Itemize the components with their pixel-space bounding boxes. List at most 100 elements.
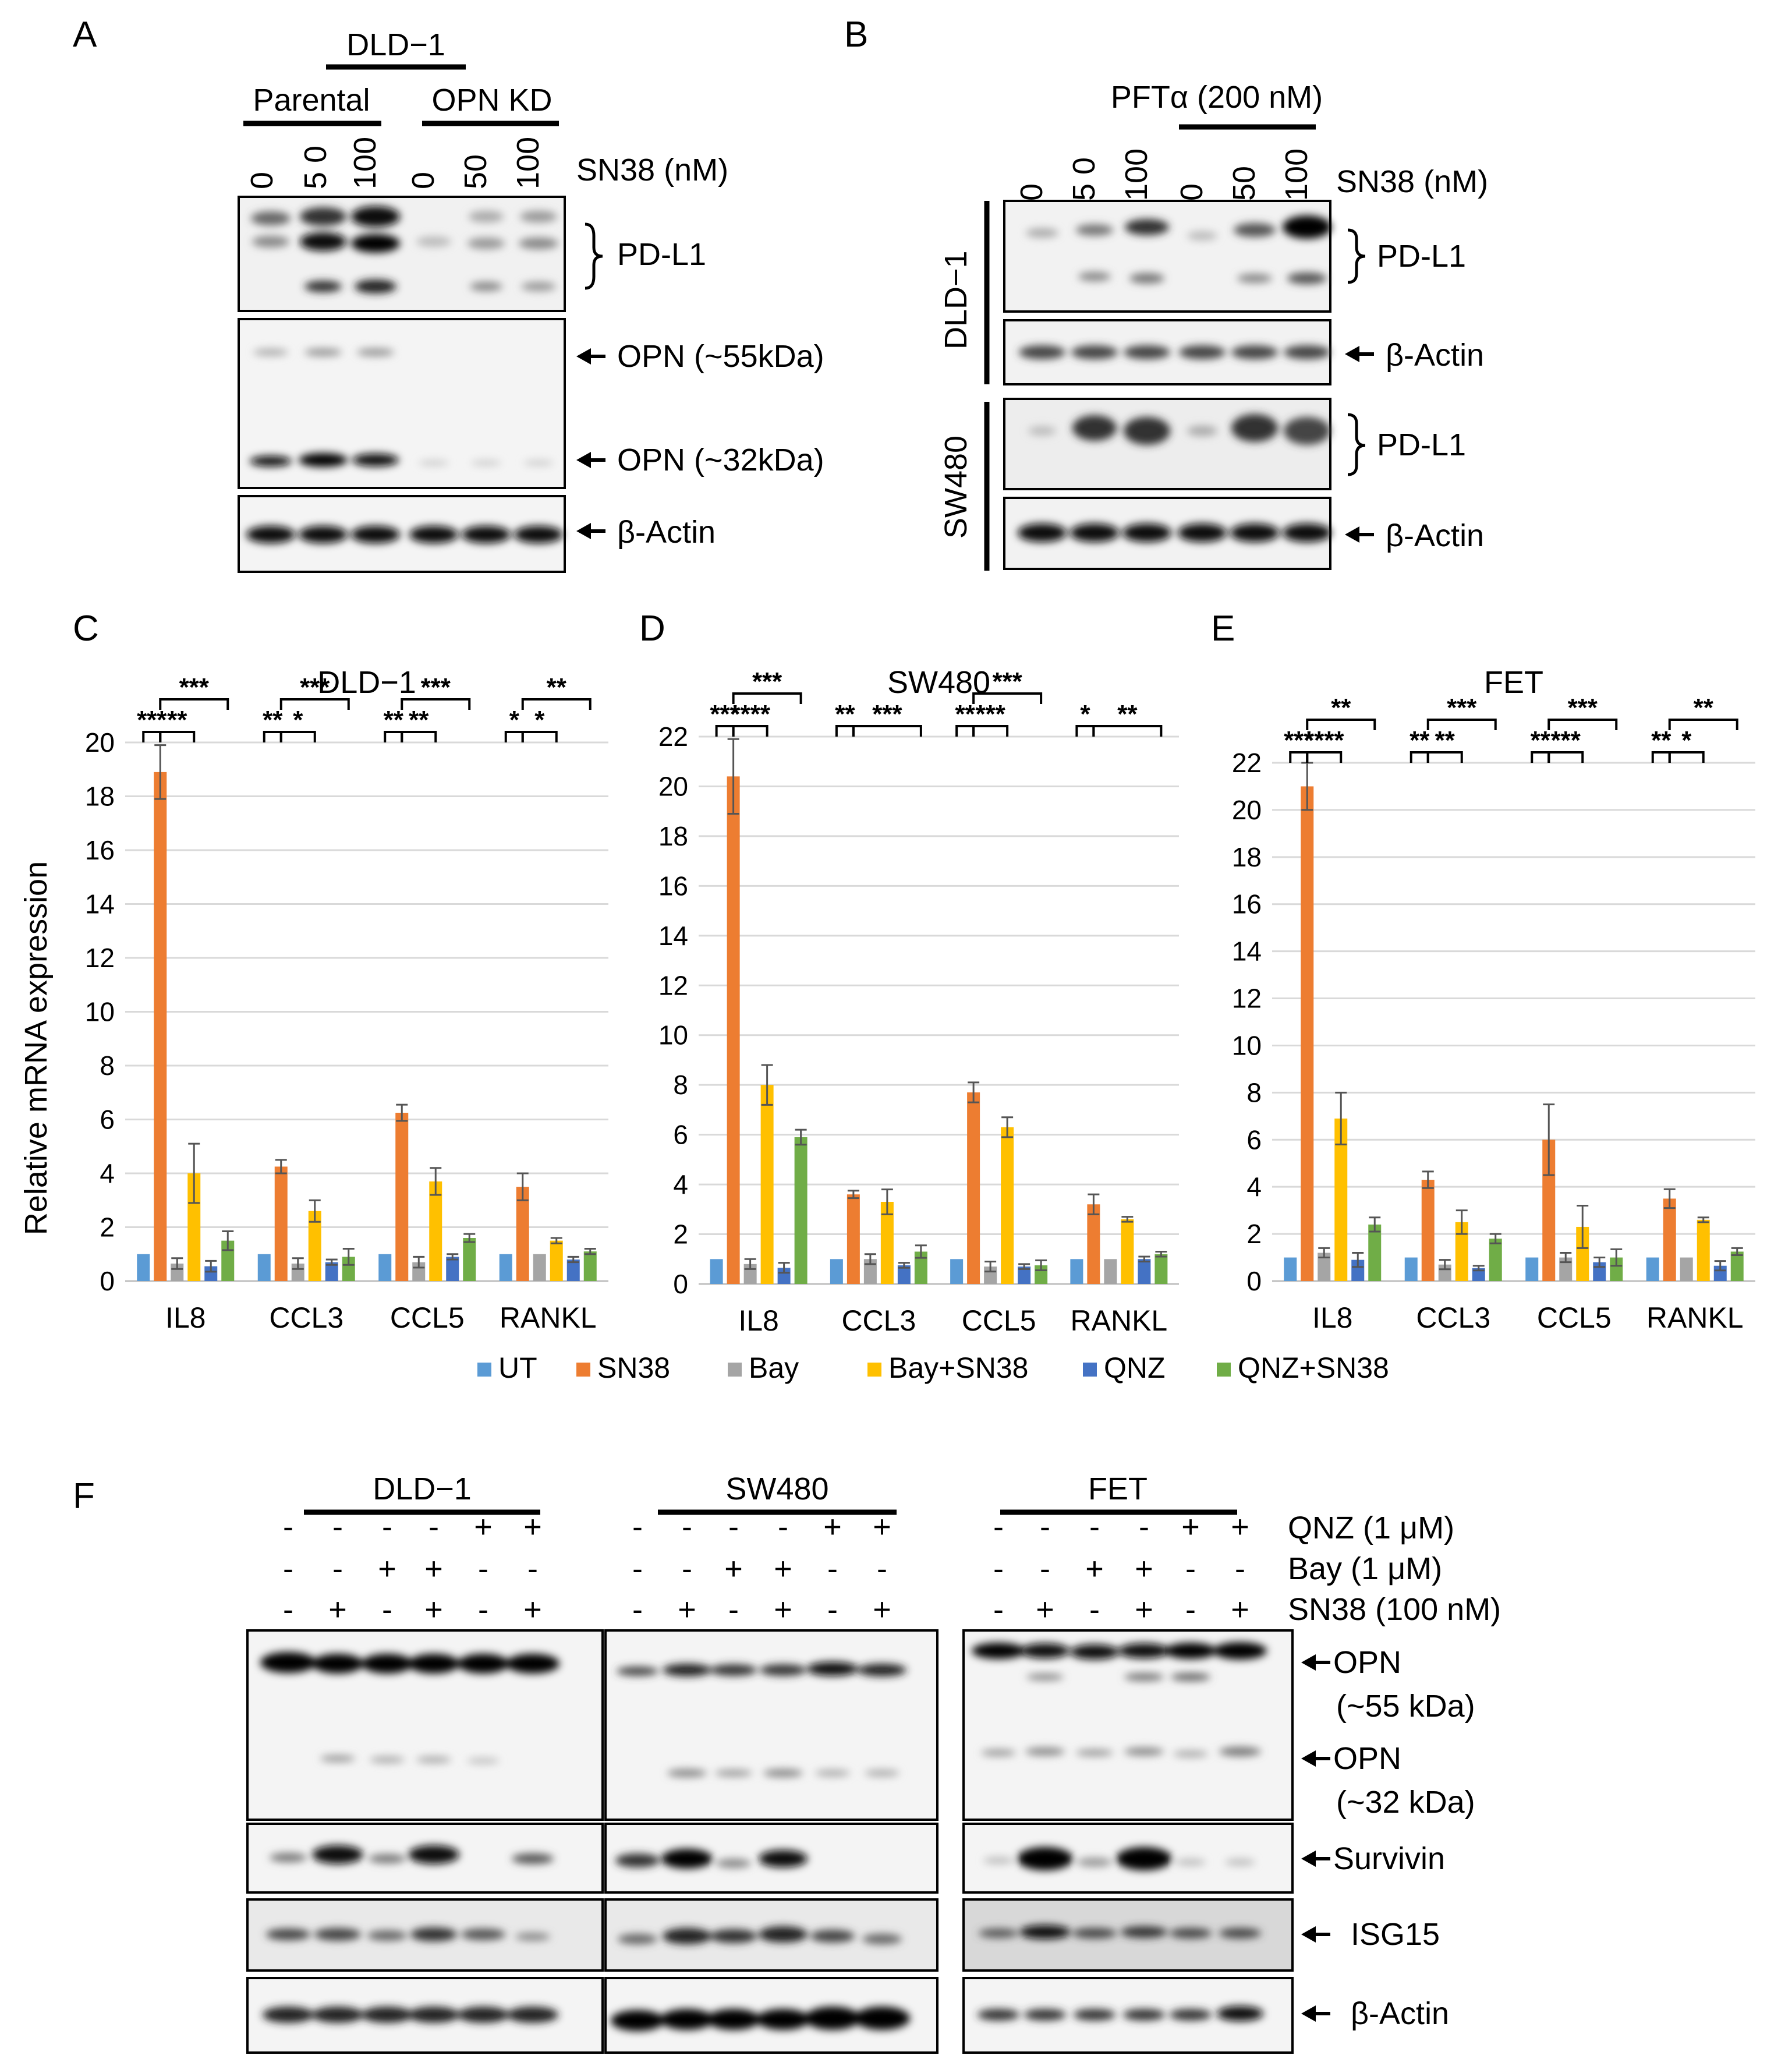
significance-stars: ** — [547, 673, 567, 702]
significance-bracket — [1547, 751, 1584, 763]
panel-a-lane-3: 100 — [348, 137, 383, 189]
panel-f-row-sn38: SN38 (100 nM) — [1288, 1592, 1501, 1627]
x-category-label: CCL3 — [1416, 1301, 1490, 1334]
bar-bay — [533, 1254, 546, 1281]
bar-bay — [171, 1263, 184, 1281]
chart-y-axis-label: Relative mRNA expression — [19, 861, 54, 1235]
significance-stars: ** — [835, 700, 855, 728]
treatment-sign: + — [424, 1592, 443, 1627]
treatment-sign: - — [382, 1592, 392, 1627]
panel-a-label-opn32: OPN (~32kDa) — [617, 443, 824, 477]
panel-b-blot-sw480-pdl1: PD-L1 — [1003, 398, 1466, 490]
significance-stars: ** — [1117, 700, 1138, 728]
treatment-sign: - — [478, 1592, 488, 1627]
y-tick-label: 16 — [85, 835, 115, 865]
panel-f-treatment-grid: - - - - + + - - - - + + - - - - + +- - + + - - - - + + - - - - + + - -- + - +… — [283, 1509, 1249, 1627]
treatment-sign: - — [993, 1551, 1004, 1586]
treatment-sign: - — [993, 1509, 1004, 1544]
panel-b-blot-sw480-actin: β-Actin — [1003, 497, 1484, 570]
significance-bracket — [521, 698, 592, 710]
legend-item: SN38 — [576, 1352, 670, 1384]
treatment-sign: + — [873, 1509, 891, 1544]
significance-stars: * — [1681, 726, 1692, 755]
bar-ut — [710, 1259, 723, 1284]
bar-qnz-sn38 — [1154, 1254, 1168, 1284]
significance-stars: *** — [1568, 694, 1598, 722]
panel-f-row-qnz: QNZ (1 μM) — [1288, 1510, 1454, 1545]
significance-bracket — [1668, 719, 1738, 730]
treatment-sign: - — [877, 1551, 887, 1586]
bar-sn38 — [516, 1187, 529, 1281]
significance-stars: **** — [730, 700, 770, 728]
treatment-sign: + — [1135, 1551, 1153, 1586]
treatment-sign: + — [1085, 1551, 1104, 1586]
treatment-sign: - — [993, 1592, 1004, 1627]
bar-bay-sn38 — [1576, 1226, 1589, 1281]
bar-qnz-sn38 — [914, 1251, 927, 1284]
bar-bay-sn38 — [1121, 1219, 1134, 1284]
panel-f-cell-dld1: DLD−1 — [373, 1471, 472, 1506]
panel-b-label-actin-2: β-Actin — [1386, 518, 1484, 553]
significance-bracket — [1306, 719, 1376, 730]
panel-a-lane-5: 50 — [458, 154, 493, 189]
panel-f-label-isg15: ISG15 — [1351, 1917, 1440, 1952]
treatment-sign: + — [1181, 1509, 1200, 1544]
legend-swatch — [576, 1363, 590, 1377]
panel-a-lane-2: 5 0 — [298, 146, 333, 189]
treatment-sign: - — [382, 1509, 392, 1544]
significance-bracket — [279, 698, 350, 710]
significance-stars: *** — [1551, 726, 1581, 755]
y-tick-label: 10 — [85, 997, 115, 1027]
significance-bracket — [1668, 751, 1705, 763]
panel-f-label-opn55: OPN — [1333, 1645, 1401, 1680]
treatment-sign: - — [1139, 1509, 1149, 1544]
significance-stars: ** — [1651, 726, 1671, 755]
panel-b-treatment-label: SN38 (nM) — [1336, 164, 1488, 199]
significance-stars: *** — [300, 673, 330, 702]
y-tick-label: 6 — [1246, 1124, 1262, 1155]
bar-qnz-sn38 — [1610, 1257, 1623, 1281]
panel-b-cell-dld1: DLD−1 — [939, 250, 973, 349]
legend-label: Bay — [749, 1352, 799, 1384]
treatment-sign: + — [774, 1592, 792, 1627]
treatment-sign: + — [724, 1551, 743, 1586]
y-tick-label: 8 — [100, 1050, 115, 1081]
y-tick-label: 14 — [1232, 936, 1262, 967]
y-tick-label: 22 — [658, 721, 688, 752]
y-tick-label: 12 — [1232, 984, 1262, 1014]
legend-item: QNZ+SN38 — [1217, 1352, 1389, 1384]
y-tick-label: 8 — [673, 1070, 688, 1100]
y-tick-label: 8 — [1246, 1077, 1262, 1108]
significance-stars: ** — [1331, 694, 1351, 722]
significance-bracket — [401, 731, 437, 742]
treatment-sign: - — [1040, 1551, 1050, 1586]
significance-stars: ** — [1694, 694, 1714, 722]
legend-swatch — [1217, 1363, 1231, 1377]
significance-bracket — [1547, 719, 1618, 730]
bar-bay — [1104, 1259, 1117, 1284]
significance-bracket — [1426, 719, 1497, 730]
significance-stars: *** — [1447, 694, 1477, 722]
panel-f-label-opn55-kda: (~55 kDa) — [1336, 1689, 1475, 1724]
bar-qnz-sn38 — [794, 1137, 808, 1284]
treatment-sign: - — [728, 1592, 739, 1627]
panel-a-blot-opn: OPN (~55kDa) OPN (~32kDa) — [238, 318, 824, 489]
treatment-sign: - — [778, 1509, 788, 1544]
treatment-sign: - — [632, 1509, 643, 1544]
significance-stars: **** — [1304, 726, 1344, 755]
bar-bay-sn38 — [1334, 1118, 1348, 1281]
treatment-sign: + — [328, 1592, 347, 1627]
panel-letter-b: B — [844, 15, 868, 55]
panel-a-label-actin: β-Actin — [617, 515, 716, 550]
significance-bracket — [521, 731, 558, 742]
legend-item: UT — [477, 1352, 537, 1384]
legend-item: Bay+SN38 — [867, 1352, 1028, 1384]
treatment-sign: - — [632, 1592, 643, 1627]
significance-stars: *** — [137, 706, 167, 734]
significance-stars: ** — [384, 706, 404, 734]
bar-sn38 — [1421, 1180, 1435, 1281]
y-tick-label: 0 — [673, 1269, 688, 1299]
treatment-sign: + — [378, 1551, 396, 1586]
bar-sn38 — [154, 772, 167, 1281]
legend-item: QNZ — [1083, 1352, 1166, 1384]
